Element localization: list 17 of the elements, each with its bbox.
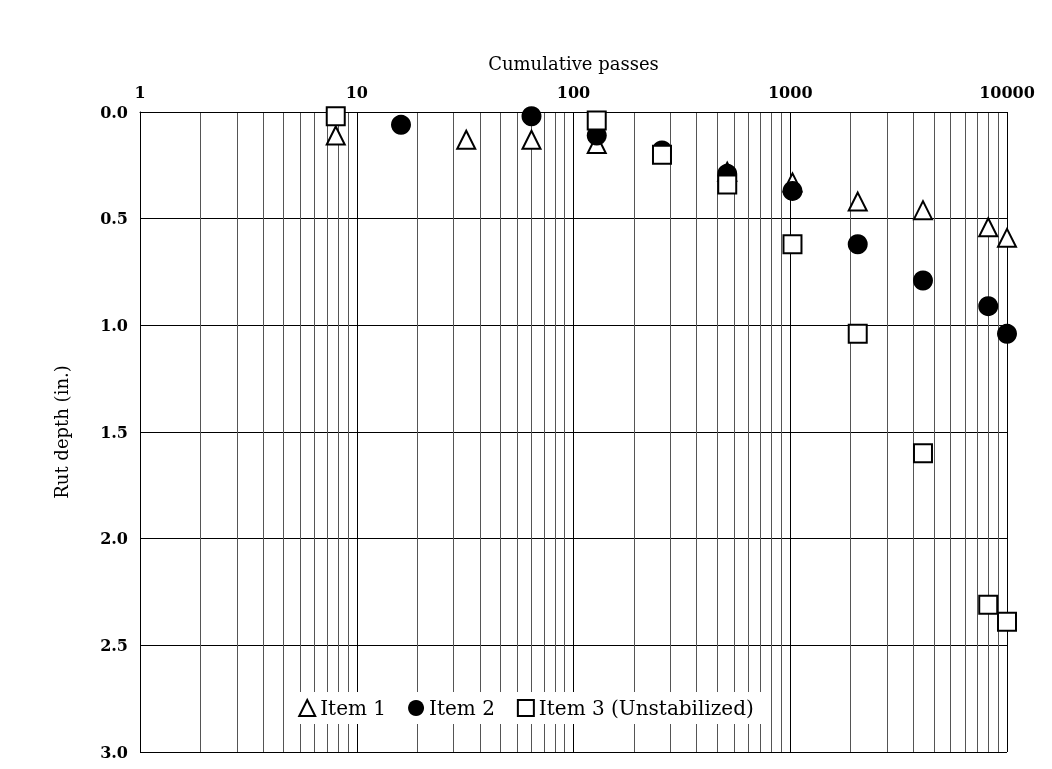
y-tick-label: 0.0	[100, 102, 128, 122]
y-tick-label: 1.0	[100, 315, 128, 335]
x-tick-label: 1000	[767, 82, 813, 102]
y-tick-label: 2.5	[100, 635, 128, 655]
y-tick-label: 0.5	[100, 209, 128, 229]
x-axis-title: Cumulative passes	[488, 52, 659, 74]
x-tick-label: 10000	[979, 82, 1035, 102]
y-tick-label: 3.0	[100, 742, 128, 762]
y-axis-title: Rut depth (in.)	[50, 365, 72, 499]
x-tick-label: 1	[134, 82, 146, 102]
x-tick-label: 100	[556, 82, 591, 102]
legend-label: Item 3 (Unstabilized)	[538, 696, 754, 720]
legend-label: Item 2	[429, 696, 495, 720]
y-tick-label: 2.0	[100, 529, 128, 549]
y-tick-label: 1.5	[100, 422, 128, 442]
legend-label: Item 1	[320, 696, 387, 720]
x-tick-label: 10	[345, 82, 368, 102]
